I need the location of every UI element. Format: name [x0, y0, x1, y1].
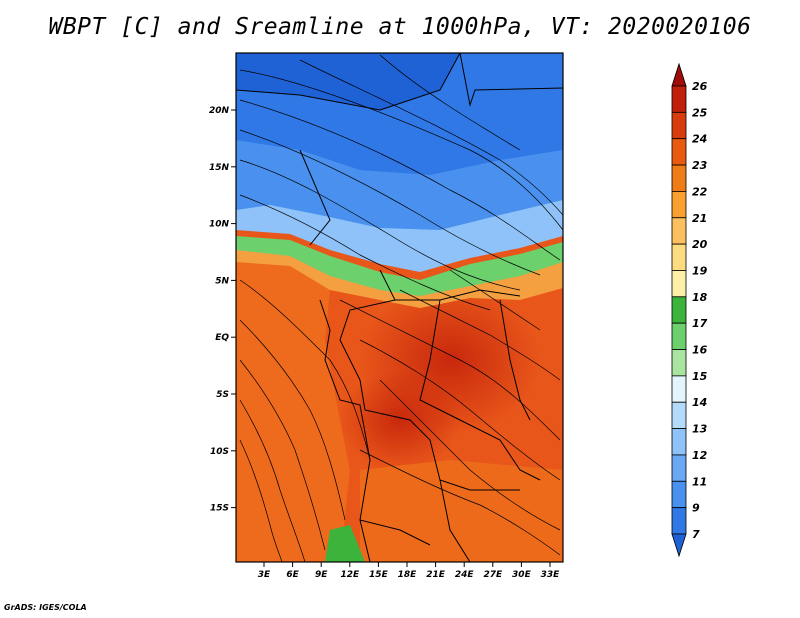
colorbar-segment [671, 164, 687, 192]
colorbar-label: 24 [692, 133, 707, 146]
lon-tick-label: 24E [455, 570, 475, 580]
lat-tick-label: 20N [209, 106, 230, 116]
colorbar-segment [671, 111, 687, 140]
colorbar-segment [671, 243, 687, 271]
lon-tick-label: 21E [426, 570, 446, 580]
lat-tick-label: 10N [209, 220, 230, 230]
colorbar-label: 18 [692, 291, 708, 304]
lat-tick-label: 5N [215, 276, 229, 286]
colorbar-segment [671, 138, 687, 166]
colorbar-min-arrow [671, 533, 687, 558]
lon-axis: 3E 6E 9E 12E 15E 18E 21E 24E 27E 30E 33E [258, 562, 560, 580]
colorbar-max-arrow [671, 62, 687, 87]
lon-tick-label: 18E [398, 570, 418, 580]
colorbar-label: 16 [692, 344, 708, 357]
coldest-region [236, 53, 460, 110]
map-title: WBPT [C] and Sreamline at 1000hPa, VT: 2… [48, 14, 752, 40]
lon-tick-label: 33E [541, 570, 561, 580]
lon-tick-label: 9E [315, 570, 328, 580]
map-frame [235, 52, 564, 563]
colorbar-label: 26 [692, 80, 708, 93]
colorbar-label: 21 [692, 212, 707, 225]
lat-tick-label: 15S [210, 504, 229, 514]
transition-green-band [236, 236, 563, 296]
lon-tick-label: 3E [258, 570, 271, 580]
lon-tick-label: 30E [512, 570, 532, 580]
ocean-warm-region [236, 258, 350, 562]
colorbar-label: 14 [692, 396, 707, 409]
colorbar-label: 12 [692, 449, 708, 462]
lat-tick-label: 5S [216, 390, 229, 400]
colorbar-label: 17 [692, 317, 708, 330]
colorbar-label: 9 [692, 502, 700, 515]
lon-tick-label: 6E [286, 570, 299, 580]
credit-text: GrADS: IGES/COLA [4, 603, 87, 612]
green-patch [325, 525, 365, 562]
colorbar-segment [671, 85, 687, 113]
colorbar-segment [671, 270, 687, 298]
colorbar-segment [671, 401, 687, 429]
lat-tick-label: 10S [210, 447, 229, 457]
colorbar-label: 25 [692, 106, 708, 119]
colorbar-segment [671, 454, 687, 482]
lat-tick-label: EQ [215, 333, 229, 343]
colorbar-label: 19 [692, 264, 708, 277]
colorbar-segment [671, 191, 687, 219]
south-warm-region [360, 460, 563, 562]
lon-tick-label: 27E [483, 570, 503, 580]
streamlines [239, 54, 563, 562]
colorbar-segment [671, 428, 687, 456]
colorbar-segment [671, 217, 687, 245]
colorbar-label: 7 [692, 528, 700, 541]
colorbar-segment [671, 480, 687, 509]
colorbar-label: 20 [692, 238, 708, 251]
colorbar-segment [671, 375, 687, 403]
lon-tick-label: 15E [369, 570, 389, 580]
colorbar-label: 13 [692, 423, 708, 436]
temperature-field [236, 53, 563, 562]
colorbar-segment [671, 349, 687, 377]
colorbar-label: 15 [692, 370, 708, 383]
lat-axis: 20N 15N 10N 5N EQ 5S 10S 15S [209, 106, 236, 514]
hot-core-region-2 [340, 370, 460, 470]
colorbar-segment [671, 296, 687, 324]
lon-tick-label: 12E [340, 570, 360, 580]
colorbar-label: 23 [692, 159, 708, 172]
colorbar-label: 22 [692, 185, 708, 198]
colorbar-label: 11 [692, 475, 707, 488]
colorbar-segment [671, 507, 687, 535]
colorbar-segment [671, 322, 687, 350]
colorbar: 26 25 24 23 22 21 20 19 18 17 16 15 14 13 12 11 9 7 [671, 62, 708, 558]
country-borders [236, 53, 563, 562]
lat-tick-label: 15N [209, 163, 230, 173]
